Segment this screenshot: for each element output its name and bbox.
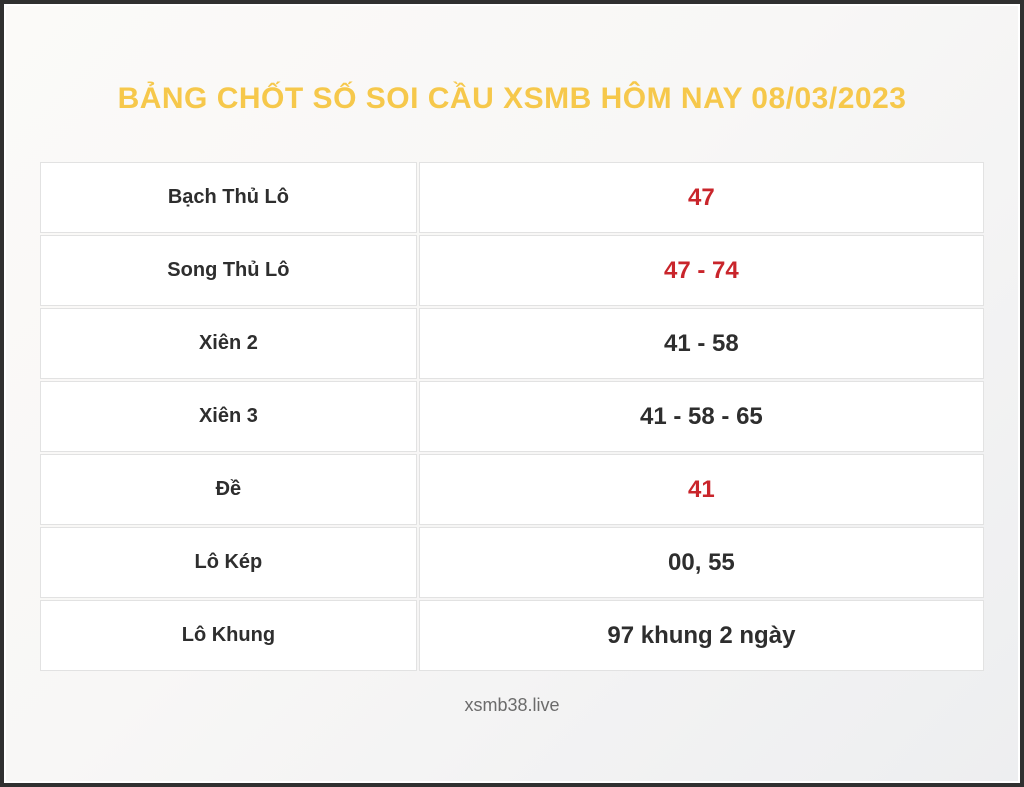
footer-site-name: xsmb38.live xyxy=(464,695,560,715)
row-label: Lô Khung xyxy=(40,600,417,671)
table-row: Xiên 2 41 - 58 xyxy=(40,308,984,379)
row-value: 97 khung 2 ngày xyxy=(418,600,984,671)
row-value: 00, 55 xyxy=(418,527,984,598)
table-row: Xiên 3 41 - 58 - 65 xyxy=(40,381,984,452)
table-row: Song Thủ Lô 47 - 74 xyxy=(40,235,984,306)
table-row: Đề 41 xyxy=(40,454,984,525)
row-label: Xiên 2 xyxy=(40,308,417,379)
table-row: Lô Khung 97 khung 2 ngày xyxy=(40,600,984,671)
row-value: 47 - 74 xyxy=(418,235,984,306)
table-row: Bạch Thủ Lô 47 xyxy=(40,162,984,233)
row-label: Song Thủ Lô xyxy=(40,235,417,306)
row-value: 41 - 58 - 65 xyxy=(418,381,984,452)
prediction-table: Bạch Thủ Lô 47 Song Thủ Lô 47 - 74 Xiên … xyxy=(38,160,986,673)
row-label: Xiên 3 xyxy=(40,381,417,452)
row-value: 47 xyxy=(418,162,984,233)
row-label: Lô Kép xyxy=(40,527,417,598)
row-value: 41 - 58 xyxy=(418,308,984,379)
page-title: BẢNG CHỐT SỐ SOI CẦU XSMB HÔM NAY 08/03/… xyxy=(117,82,907,115)
row-label: Bạch Thủ Lô xyxy=(40,162,417,233)
row-label: Đề xyxy=(40,454,417,525)
prediction-table-body: Bạch Thủ Lô 47 Song Thủ Lô 47 - 74 Xiên … xyxy=(40,162,984,671)
row-value: 41 xyxy=(418,454,984,525)
table-row: Lô Kép 00, 55 xyxy=(40,527,984,598)
